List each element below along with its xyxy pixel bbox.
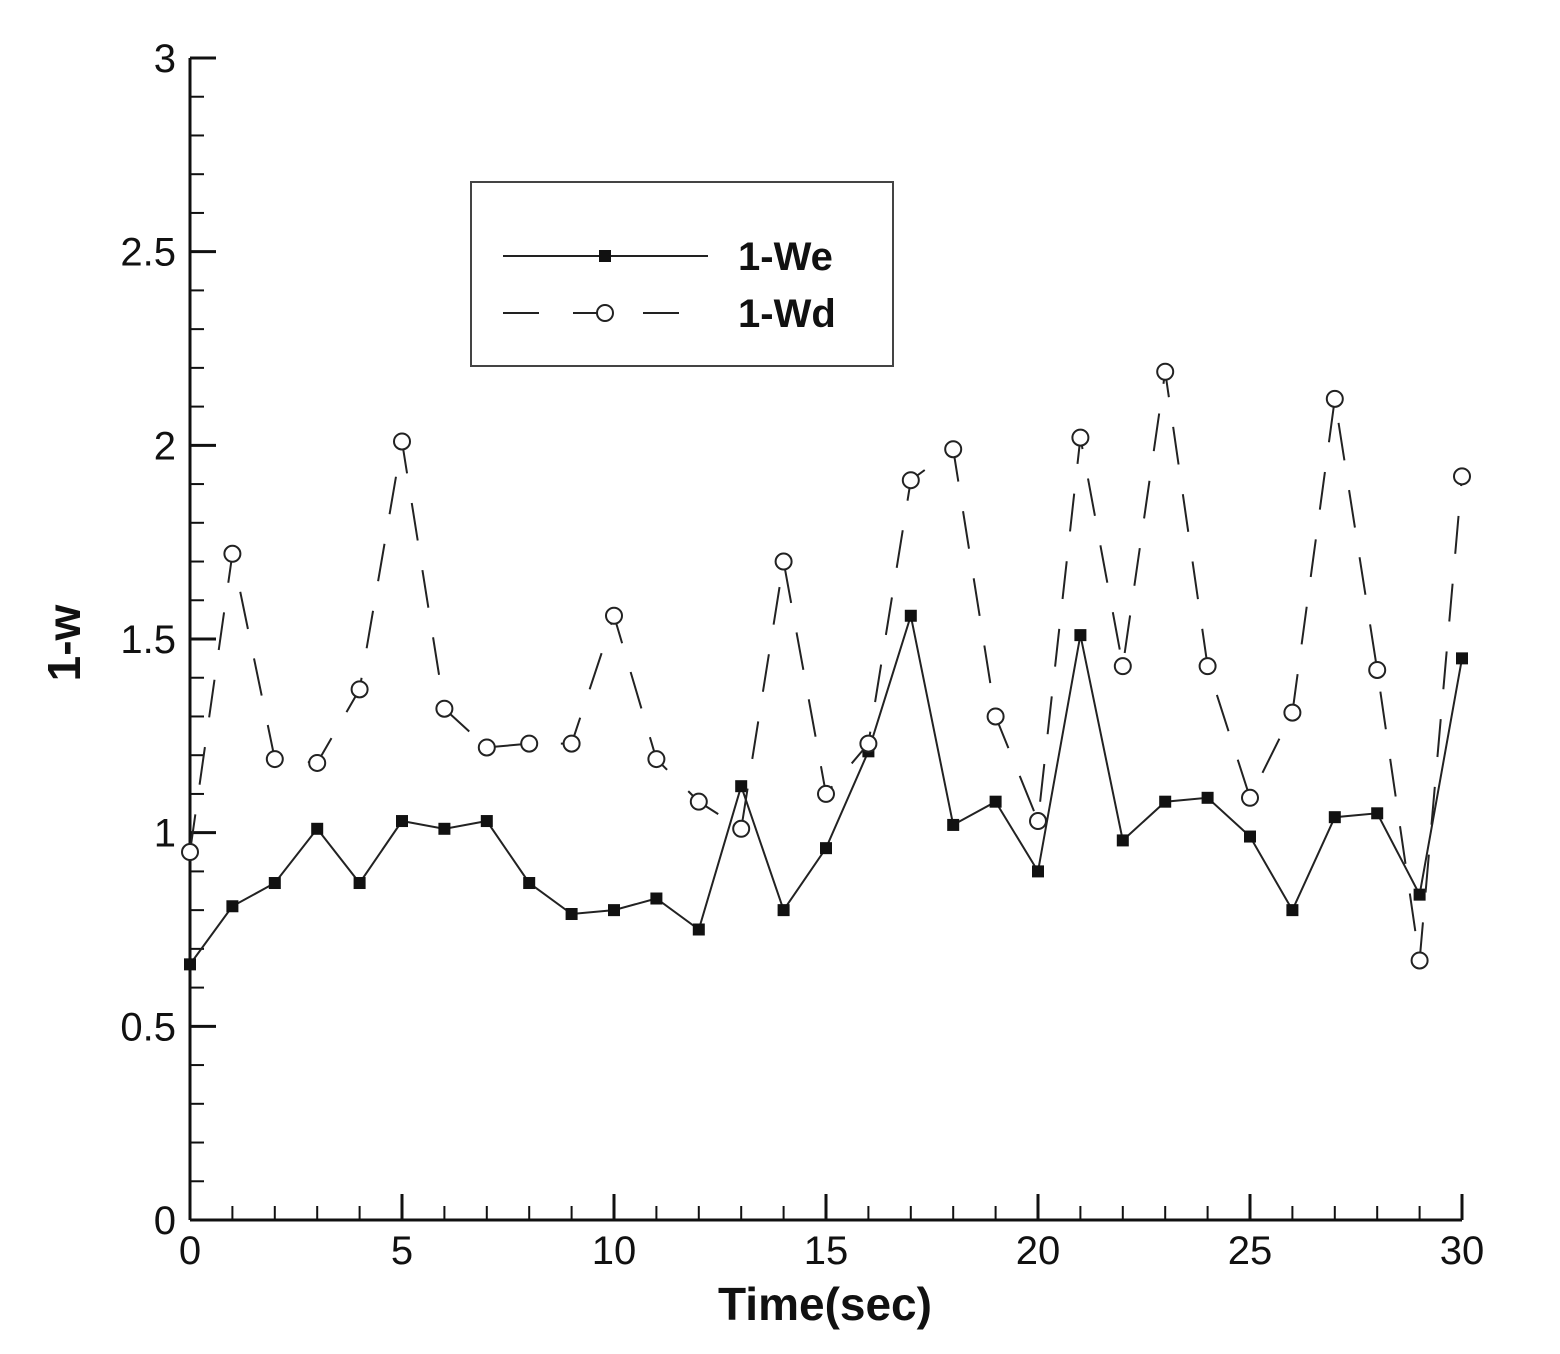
data-point-wd xyxy=(1029,812,1047,831)
data-point-wd xyxy=(477,738,496,757)
data-point-we xyxy=(1116,834,1129,847)
data-point-wd xyxy=(520,734,539,753)
series-1-we xyxy=(184,609,1468,971)
legend-marker-wd xyxy=(596,304,614,322)
data-point-wd xyxy=(1241,788,1259,807)
data-point-wd xyxy=(1325,389,1344,408)
axes xyxy=(188,56,1464,1222)
x-tick-label: 20 xyxy=(1016,1229,1061,1273)
data-point-wd xyxy=(562,734,581,753)
data-point-wd xyxy=(774,552,793,571)
data-point-we xyxy=(1371,807,1384,820)
data-point-wd xyxy=(435,699,454,718)
data-point-wd xyxy=(1410,951,1429,970)
data-point-we xyxy=(777,904,790,917)
y-tick-label: 2 xyxy=(154,424,176,468)
data-point-wd xyxy=(350,680,369,699)
data-point-wd xyxy=(308,753,327,772)
data-point-we xyxy=(692,923,705,936)
x-tick-label: 25 xyxy=(1228,1229,1273,1273)
data-point-we xyxy=(438,822,451,835)
data-point-wd xyxy=(1198,657,1217,676)
y-tick-label: 3 xyxy=(154,37,176,81)
series-1-wd xyxy=(181,362,1471,970)
legend-marker-we xyxy=(599,250,611,262)
legend: 1-We 1-Wd xyxy=(470,181,894,367)
data-point-wd xyxy=(732,819,751,838)
data-point-wd xyxy=(1071,428,1090,447)
data-point-wd xyxy=(1156,362,1175,381)
data-point-wd xyxy=(689,792,708,811)
y-tick-label: 0 xyxy=(154,1199,176,1243)
data-point-we xyxy=(1201,791,1214,804)
y-tick-label: 0.5 xyxy=(120,1005,176,1049)
data-point-wd xyxy=(181,843,199,862)
data-point-we xyxy=(904,609,917,622)
data-point-wd xyxy=(1453,467,1471,486)
data-point-we xyxy=(608,904,620,917)
data-point-wd xyxy=(817,784,835,803)
data-point-we xyxy=(1244,830,1256,843)
legend-label-wd: 1-Wd xyxy=(738,292,836,336)
data-point-wd xyxy=(859,734,878,753)
data-point-wd xyxy=(1283,703,1302,722)
data-point-wd xyxy=(901,471,920,490)
data-point-wd xyxy=(1113,657,1132,676)
data-point-we xyxy=(947,818,960,831)
data-point-we xyxy=(1456,652,1468,665)
data-point-we xyxy=(184,958,196,971)
x-axis-title: Time(sec) xyxy=(718,1278,932,1330)
y-axis-title: 1-w xyxy=(38,604,90,681)
x-tick-label: 10 xyxy=(592,1229,637,1273)
tick-labels: 00.511.522.530 5 10 15 20 25 30 xyxy=(120,37,1484,1273)
data-point-wd xyxy=(944,440,963,459)
data-point-wd xyxy=(986,707,1005,726)
legend-label-we: 1-We xyxy=(738,235,833,279)
data-point-we xyxy=(1032,865,1044,878)
x-tick-label: 0 xyxy=(179,1229,201,1273)
x-tick-label: 30 xyxy=(1440,1229,1485,1273)
data-point-we xyxy=(523,877,536,890)
x-tick-label: 5 xyxy=(391,1229,413,1273)
data-point-we xyxy=(989,795,1002,808)
data-point-wd xyxy=(647,750,666,769)
data-point-wd xyxy=(605,606,623,625)
data-point-we xyxy=(1074,629,1087,642)
data-point-we xyxy=(268,877,281,890)
data-point-wd xyxy=(393,432,411,451)
data-point-we xyxy=(735,780,748,793)
data-point-we xyxy=(1286,904,1299,917)
y-tick-label: 1 xyxy=(154,812,176,856)
series-layer xyxy=(181,362,1471,971)
data-point-wd xyxy=(1368,660,1387,679)
data-point-we xyxy=(1159,795,1172,808)
data-point-wd xyxy=(223,544,242,563)
data-point-we xyxy=(565,908,578,921)
data-point-we xyxy=(226,900,239,913)
legend-box xyxy=(470,181,894,367)
data-point-we xyxy=(480,815,493,828)
y-tick-label: 1.5 xyxy=(120,618,176,662)
data-point-we xyxy=(1413,888,1426,901)
data-point-we xyxy=(820,842,832,855)
data-point-we xyxy=(311,822,324,835)
data-point-we xyxy=(353,877,366,890)
data-point-we xyxy=(396,815,408,828)
data-point-wd xyxy=(265,750,284,769)
data-point-we xyxy=(650,892,663,905)
data-point-we xyxy=(1328,811,1341,824)
x-tick-label: 15 xyxy=(804,1229,849,1273)
y-tick-label: 2.5 xyxy=(120,231,176,275)
